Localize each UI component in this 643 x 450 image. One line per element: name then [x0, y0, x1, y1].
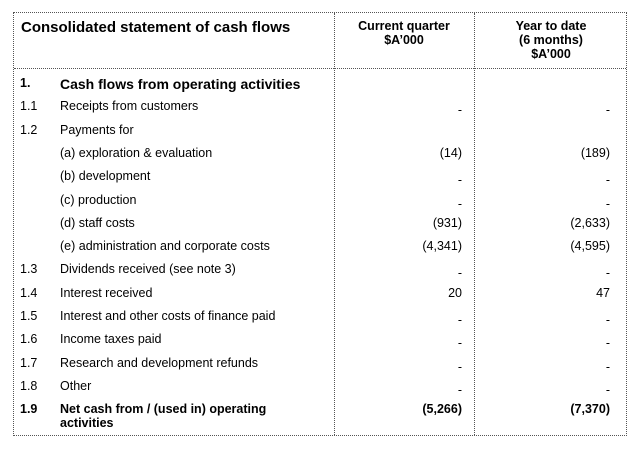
row-label-continued: activities [60, 416, 114, 431]
year-to-date-value: (7,370) [570, 402, 610, 417]
row-number: 1.7 [20, 355, 38, 370]
row-number: 1.1 [20, 99, 38, 114]
row-number: 1.2 [20, 122, 38, 137]
table-row: (e) administration and corporate costs (4… [14, 239, 626, 262]
row-number: 1.5 [20, 309, 38, 323]
current-quarter-value: (4,341) [422, 239, 462, 254]
row-label: Research and development refunds [60, 355, 259, 370]
year-to-date-value: - [605, 359, 610, 374]
row-label: Cash flows from operating activities [60, 76, 301, 92]
row-label: Other [60, 378, 92, 393]
current-quarter-value: - [457, 196, 462, 211]
row-label: Receipts from customers [60, 99, 199, 114]
row-label: (e) administration and corporate costs [60, 239, 270, 254]
table-row: 1.2 Payments for [14, 123, 626, 146]
row-number: 1.8 [20, 378, 38, 393]
row-number: 1.4 [20, 285, 38, 300]
table-row: 1.9 Net cash from / (used in) operating ac… [14, 402, 626, 430]
year-to-date-value: - [605, 336, 610, 351]
current-quarter-value: - [457, 336, 462, 351]
row-label: Net cash from / (used in) operating [60, 402, 267, 417]
table-row: 1.4 Interest received 20 47 [14, 286, 626, 309]
year-to-date-value: - [605, 313, 610, 327]
current-quarter-value: - [457, 103, 462, 118]
current-quarter-value: 20 [448, 285, 462, 300]
current-quarter-value: - [457, 313, 462, 327]
current-quarter-value: - [457, 266, 462, 281]
row-number: 1. [20, 76, 31, 90]
year-to-date-value: - [605, 103, 610, 118]
current-quarter-value: - [457, 359, 462, 374]
table-row: 1.8 Other - - [14, 379, 626, 402]
table-row: 1.3 Dividends received (see note 3) - - [14, 262, 626, 285]
year-to-date-value: (2,633) [570, 215, 610, 230]
year-to-date-value: 47 [596, 285, 610, 300]
table-row: 1.5 Interest and other costs of finance p… [14, 309, 626, 332]
row-label: (a) exploration & evaluation [60, 145, 213, 160]
table-row: 1.1 Receipts from customers - - [14, 99, 626, 122]
year-to-date-value: (4,595) [570, 239, 610, 254]
year-to-date-value: - [605, 173, 610, 188]
year-to-date-value: - [605, 196, 610, 211]
table-row: 1.6 Income taxes paid - - [14, 332, 626, 355]
year-to-date-value: - [605, 266, 610, 281]
row-label: Payments for [60, 122, 134, 137]
row-label: (c) production [60, 192, 137, 207]
row-label: (d) staff costs [60, 215, 135, 230]
row-label: Interest received [60, 285, 153, 300]
current-quarter-value: (14) [439, 145, 462, 160]
table-row: (d) staff costs (931) (2,633) [14, 216, 626, 239]
current-quarter-value: - [457, 382, 462, 397]
table-row: (a) exploration & evaluation (14) (189) [14, 146, 626, 169]
current-quarter-value: - [457, 173, 462, 188]
table-title: Consolidated statement of cash flows [21, 19, 291, 36]
cash-flow-table: Consolidated statement of cash flows Cur… [13, 12, 627, 436]
table-row: 1. Cash flows from operating activities [14, 76, 626, 99]
header-divider [14, 68, 626, 69]
row-label: (b) development [60, 169, 151, 184]
current-quarter-value: (931) [432, 215, 462, 230]
row-label: Interest and other costs of finance paid [60, 309, 276, 323]
column-divider [474, 13, 475, 435]
column-header-year-to-date: Year to date (6 months) $A’000 [515, 19, 587, 61]
row-number: 1.3 [20, 262, 38, 277]
current-quarter-value: (5,266) [422, 402, 462, 417]
year-to-date-value: - [605, 382, 610, 397]
row-number: 1.6 [20, 332, 38, 347]
table-row: (c) production - - [14, 193, 626, 216]
row-label: Dividends received (see note 3) [60, 262, 236, 277]
table-row: 1.7 Research and development refunds - - [14, 356, 626, 379]
year-to-date-value: (189) [580, 145, 610, 160]
column-header-current-quarter: Current quarter $A’000 [358, 19, 450, 47]
row-label: Income taxes paid [60, 332, 162, 347]
column-divider [334, 13, 335, 435]
table-row: (b) development - - [14, 169, 626, 192]
row-number: 1.9 [20, 402, 38, 417]
